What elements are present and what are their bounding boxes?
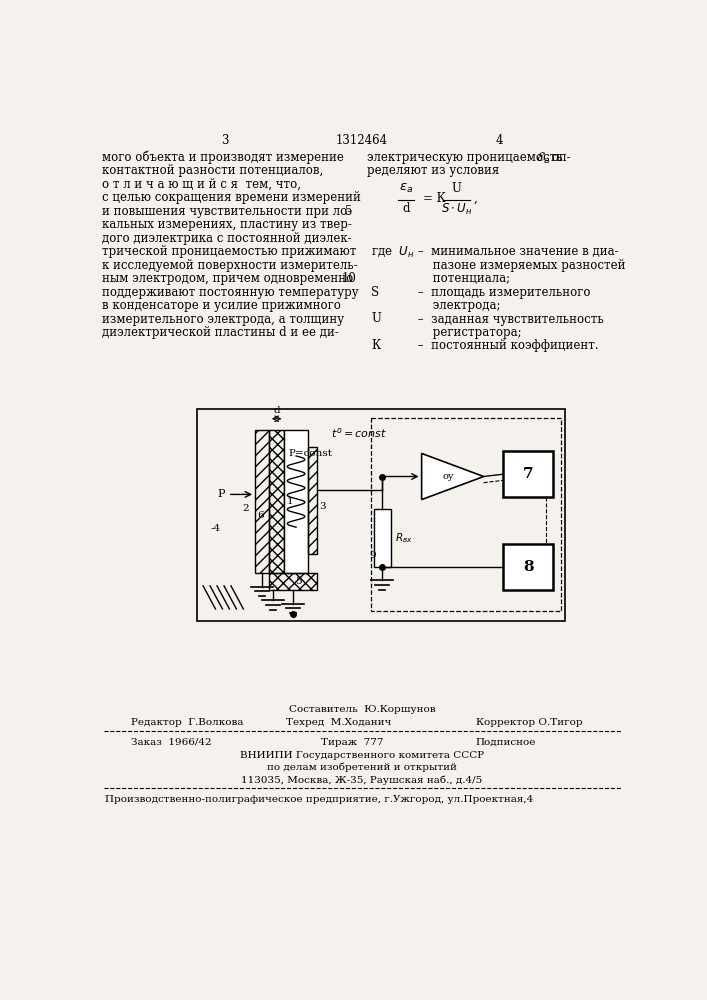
Text: к исследуемой поверхности измеритель-: к исследуемой поверхности измеритель-: [103, 259, 358, 272]
Text: 1312464: 1312464: [336, 134, 388, 147]
Bar: [255, 430, 269, 573]
Text: $\mathcal{E}_a$: $\mathcal{E}_a$: [537, 151, 551, 166]
Text: Тираж  777: Тираж 777: [321, 738, 383, 747]
Bar: [269, 430, 284, 573]
Bar: [308, 447, 317, 554]
Bar: [255, 430, 269, 573]
Text: –  площадь измерительного: – площадь измерительного: [414, 286, 590, 299]
Text: U: U: [452, 182, 462, 195]
Text: $R_{вх}$: $R_{вх}$: [395, 531, 412, 545]
Text: $S \cdot U_н$: $S \cdot U_н$: [440, 202, 472, 217]
Bar: [503, 451, 554, 497]
Text: и повышения чувствительности при ло-: и повышения чувствительности при ло-: [103, 205, 351, 218]
Text: с целью сокращения времени измерений: с целью сокращения времени измерений: [103, 191, 361, 204]
Text: 9: 9: [369, 551, 376, 560]
Text: где  $U_н$: где $U_н$: [371, 245, 415, 259]
Text: $\varepsilon_a$: $\varepsilon_a$: [399, 182, 413, 195]
Text: 6: 6: [257, 511, 264, 520]
Text: по делам изобретений и открытий: по делам изобретений и открытий: [267, 763, 457, 772]
Text: 113035, Москва, Ж-35, Раушская наб., д.4/5: 113035, Москва, Ж-35, Раушская наб., д.4…: [241, 775, 483, 785]
Text: -4: -4: [211, 524, 221, 533]
Text: P=const: P=const: [288, 449, 332, 458]
Text: мого объекта и производят измерение: мого объекта и производят измерение: [103, 151, 344, 164]
Text: дого диэлектрика с постоянной диэлек-: дого диэлектрика с постоянной диэлек-: [103, 232, 352, 245]
Text: в конденсаторе и усилие прижимного: в конденсаторе и усилие прижимного: [103, 299, 341, 312]
Text: потенциала;: потенциала;: [414, 272, 510, 285]
Text: 10: 10: [341, 272, 356, 285]
Text: P: P: [217, 489, 225, 499]
Text: Редактор  Г.Волкова: Редактор Г.Волкова: [131, 718, 243, 727]
Text: 1: 1: [287, 497, 293, 506]
Text: Производственно-полиграфическое предприятие, г.Ужгород, ул.Проектная,4: Производственно-полиграфическое предприя…: [105, 795, 534, 804]
Text: трической проницаемостью прижимают: трической проницаемостью прижимают: [103, 245, 357, 258]
Text: измерительного электрода, а толщину: измерительного электрода, а толщину: [103, 312, 344, 326]
Bar: [269, 573, 317, 590]
Bar: [371, 418, 561, 611]
Text: о т л и ч а ю щ и й с я  тем, что,: о т л и ч а ю щ и й с я тем, что,: [103, 178, 301, 191]
Bar: [503, 544, 554, 590]
Text: 7: 7: [523, 467, 534, 481]
Text: электрода;: электрода;: [414, 299, 501, 312]
Bar: [308, 447, 317, 554]
Text: –  постоянный коэффициент.: – постоянный коэффициент.: [414, 339, 599, 352]
Text: регистратора;: регистратора;: [414, 326, 522, 339]
Text: ВНИИПИ Государственного комитета СССР: ВНИИПИ Государственного комитета СССР: [240, 751, 484, 760]
Text: 2: 2: [243, 504, 249, 513]
Text: $t^o = const$: $t^o = const$: [332, 426, 387, 440]
Text: К: К: [371, 339, 380, 352]
Text: Техред  М.Ходанич: Техред М.Ходанич: [286, 718, 392, 727]
Text: 3: 3: [320, 502, 326, 511]
Text: оу: оу: [443, 472, 455, 481]
Text: 5: 5: [345, 205, 353, 218]
Polygon shape: [421, 453, 484, 500]
Text: 4: 4: [496, 134, 503, 147]
Text: Заказ  1966/42: Заказ 1966/42: [131, 738, 211, 747]
Bar: [269, 573, 317, 590]
Text: U: U: [371, 312, 381, 326]
Text: –  заданная чувствительность: – заданная чувствительность: [414, 312, 604, 326]
Text: = К: = К: [423, 192, 446, 205]
Bar: [197, 409, 565, 620]
Bar: [373, 509, 391, 567]
Text: ным электродом, причем одновременно: ным электродом, причем одновременно: [103, 272, 354, 285]
Text: d: d: [274, 406, 280, 415]
Bar: [284, 430, 308, 573]
Text: контактной разности потенциалов,: контактной разности потенциалов,: [103, 164, 324, 177]
Text: S: S: [371, 286, 380, 299]
Text: 3: 3: [221, 134, 228, 147]
Text: ,: ,: [474, 192, 477, 205]
Text: оп-: оп-: [548, 151, 571, 164]
Text: –  минимальное значение в диа-: – минимальное значение в диа-: [414, 245, 619, 258]
Text: Подписное: Подписное: [476, 738, 536, 747]
Text: 5: 5: [296, 577, 302, 586]
Text: Составитель  Ю.Коршунов: Составитель Ю.Коршунов: [288, 705, 436, 714]
Text: ределяют из условия: ределяют из условия: [368, 164, 500, 177]
Text: кальных измерениях, пластину из твер-: кальных измерениях, пластину из твер-: [103, 218, 352, 231]
Text: электрическую проницаемость: электрическую проницаемость: [368, 151, 563, 164]
Text: поддерживают постоянную температуру: поддерживают постоянную температуру: [103, 286, 359, 299]
Text: диэлектрической пластины d и ее ди-: диэлектрической пластины d и ее ди-: [103, 326, 339, 339]
Text: Корректор О.Тигор: Корректор О.Тигор: [476, 718, 583, 727]
Text: 8: 8: [523, 560, 534, 574]
Text: d: d: [402, 202, 410, 215]
Bar: [269, 430, 284, 573]
Text: пазоне измеряемых разностей: пазоне измеряемых разностей: [414, 259, 626, 272]
